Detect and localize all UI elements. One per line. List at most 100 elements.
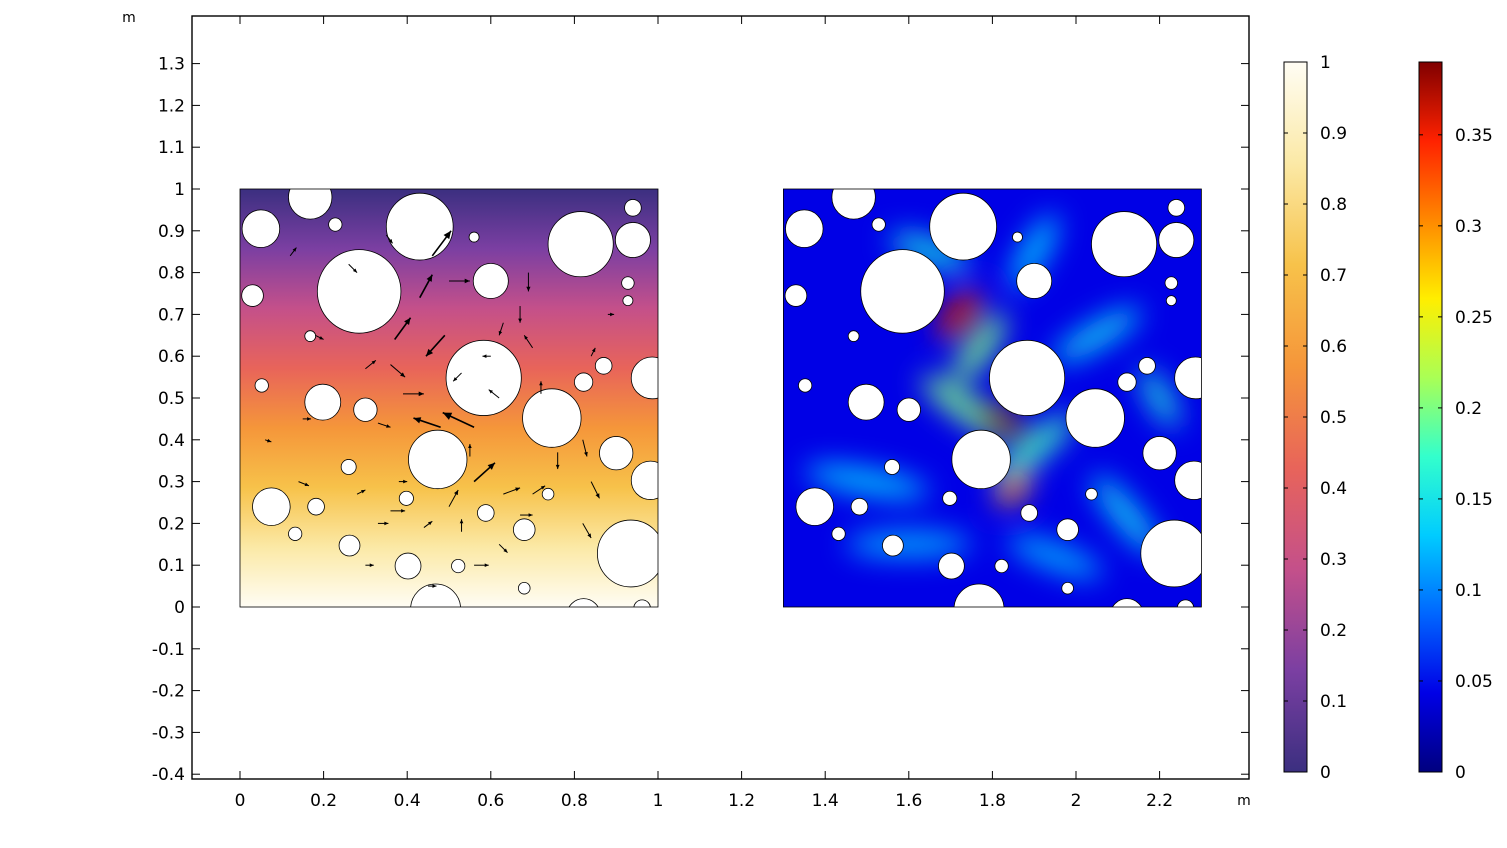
left-domain-hole-32 <box>288 526 303 541</box>
right-domain-hole-36 <box>994 558 1009 574</box>
right-domain-hole-14 <box>989 339 1066 416</box>
flow-arrow-46 <box>459 519 464 532</box>
right-domain-hole-7 <box>1158 222 1195 258</box>
x-axis-unit: m <box>1237 793 1251 809</box>
flow-arrow-0 <box>431 230 452 257</box>
magnitude-colorbar-tick-label: 0.25 <box>1455 308 1493 328</box>
flow-arrow-33 <box>348 263 358 273</box>
flow-arrow-42 <box>482 354 491 358</box>
hotspot-12 <box>1140 368 1179 428</box>
left-domain-hole-23 <box>599 436 634 471</box>
left-domain-hole-38 <box>410 583 462 607</box>
temperature-colorbar-tick-label: 0 <box>1320 763 1331 783</box>
flow-arrow-11 <box>390 509 406 513</box>
hotspot-core-1 <box>986 411 1016 431</box>
temperature-colorbar-tick-label: 0.7 <box>1320 266 1347 286</box>
y-tick-label: 0.6 <box>158 347 185 367</box>
right-domain-hole-0 <box>785 209 824 248</box>
left-domain-hole-2 <box>328 217 343 232</box>
right-domain-hole-5 <box>1091 211 1158 278</box>
left-domain-hole-20 <box>353 397 378 422</box>
right-domain-hole-30 <box>1020 504 1038 522</box>
y-axis-unit: m <box>122 10 136 26</box>
right-domain-hole-18 <box>1174 356 1202 400</box>
left-domain-hole-22 <box>408 429 468 490</box>
left-domain-hole-30 <box>477 504 495 522</box>
left-domain-hole-28 <box>398 490 414 506</box>
left-domain-hole-24 <box>340 459 357 475</box>
right-domain-hole-29 <box>1085 487 1098 501</box>
flow-arrow-31 <box>298 481 310 487</box>
left-domain-hole-37 <box>517 581 531 595</box>
left-domain-hole-39 <box>568 598 599 607</box>
right-domain-hole-13 <box>847 330 860 342</box>
flow-arrow-28 <box>498 543 508 554</box>
right-domain-hole-35 <box>938 552 965 580</box>
y-tick-label: 0.4 <box>158 431 185 451</box>
x-tick-label: 2.2 <box>1146 791 1173 811</box>
flow-arrow-9 <box>473 462 496 483</box>
y-tick-label: 0 <box>174 598 185 618</box>
magnitude-colorbar-tick-label: 0.1 <box>1455 581 1482 601</box>
right-domain-hole-27 <box>850 497 869 516</box>
y-tick-label: 0.8 <box>158 264 185 284</box>
flow-arrow-15 <box>523 335 534 349</box>
y-tick-label: 1 <box>174 180 185 200</box>
flow-arrow-43 <box>539 381 543 394</box>
right-domain-hole-6 <box>1167 199 1186 217</box>
magnitude-colorbar-tick-label: 0.15 <box>1455 490 1493 510</box>
left-domain-hole-5 <box>547 211 614 278</box>
flow-arrow-45 <box>607 312 615 317</box>
left-domain-hole-31 <box>512 518 536 541</box>
temperature-colorbar-tick-label: 0.2 <box>1320 621 1347 641</box>
flow-arrow-7 <box>442 411 475 428</box>
flow-arrow-5 <box>390 364 406 378</box>
left-domain-hole-14 <box>445 339 522 416</box>
right-domain-hole-20 <box>896 397 921 422</box>
flow-arrow-47 <box>428 584 437 588</box>
right-domain <box>783 189 1202 607</box>
flow-arrow-27 <box>474 563 489 567</box>
magnitude-colorbar-tick-label: 0.3 <box>1455 217 1482 237</box>
left-domain-hole-19 <box>304 383 342 421</box>
x-tick-label: 0.6 <box>477 791 504 811</box>
left-domain-hole-26 <box>252 487 291 526</box>
temperature-colorbar-tick-label: 0.1 <box>1320 692 1347 712</box>
temperature-colorbar-tick-label: 0.9 <box>1320 124 1347 144</box>
left-domain-hole-17 <box>254 378 269 393</box>
x-tick-label: 0.4 <box>394 791 421 811</box>
flow-arrow-39 <box>398 479 408 484</box>
left-domain-hole-18 <box>630 356 658 400</box>
x-tick-label: 1.2 <box>728 791 755 811</box>
right-domain-hole-11 <box>1164 276 1178 290</box>
left-domain-hole-12 <box>622 295 634 307</box>
right-domain-hole-34 <box>1140 519 1202 588</box>
left-domain-hole-8 <box>241 284 264 307</box>
y-tick-label: 1.1 <box>158 138 185 158</box>
flow-arrows <box>264 230 615 588</box>
left-domain-hole-9 <box>316 249 402 334</box>
right-domain-hole-12 <box>1165 295 1177 307</box>
flow-arrow-18 <box>498 322 504 336</box>
flow-arrow-6 <box>403 391 424 397</box>
right-domain-hole-26 <box>795 487 834 526</box>
left-domain-border <box>239 188 659 608</box>
right-domain-hole-32 <box>831 526 846 541</box>
y-tick-label: 0.2 <box>158 514 185 534</box>
hotspot-9 <box>1092 475 1160 555</box>
right-domain-hole-31 <box>1056 518 1079 541</box>
right-domain-hole-38 <box>953 583 1005 607</box>
temperature-colorbar-tick-label: 1 <box>1320 53 1331 73</box>
magnitude-colorbar: 0 0.05 0.1 0.15 0.2 0.25 0.3 0.35 <box>1418 61 1493 783</box>
y-tick-label: 0.5 <box>158 389 185 409</box>
right-domain-hole-8 <box>784 284 808 307</box>
flow-arrow-30 <box>356 489 366 495</box>
left-domain-hole-11 <box>621 276 635 290</box>
y-tick-label: 0.9 <box>158 222 185 242</box>
right-domain-hole-15 <box>1138 357 1156 375</box>
left-domain-hole-10 <box>472 263 509 299</box>
right-domain-hole-25 <box>1174 460 1202 500</box>
flow-arrow-37 <box>302 417 312 421</box>
flow-arrow-3 <box>394 317 412 340</box>
